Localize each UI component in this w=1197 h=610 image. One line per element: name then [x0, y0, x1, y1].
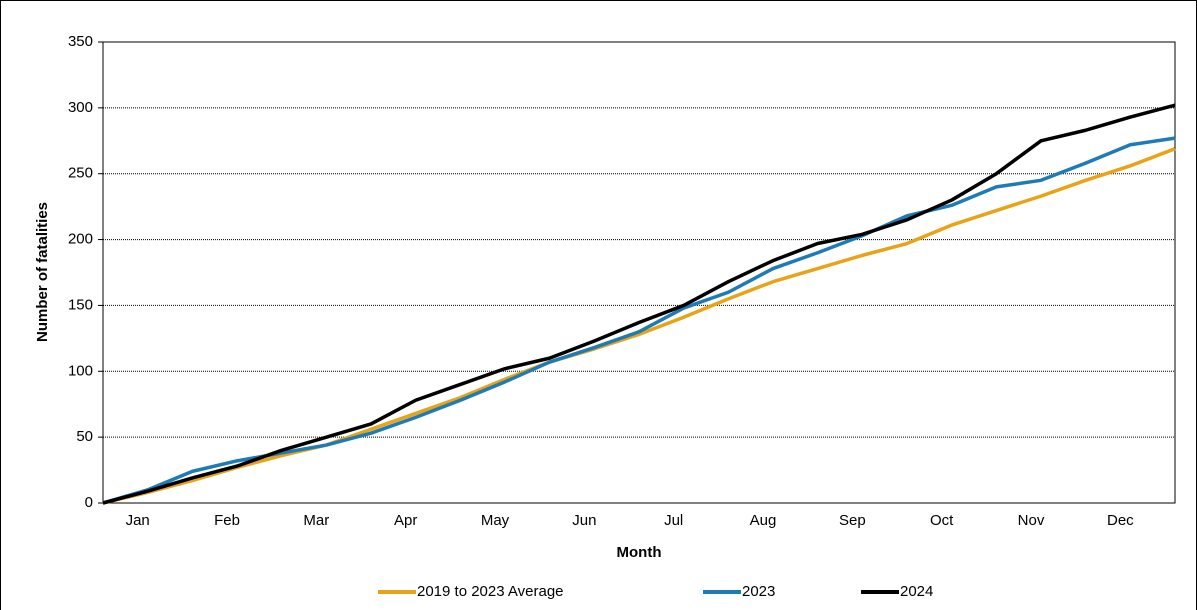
y-tick-label: 0	[85, 494, 93, 511]
x-tick-label: Apr	[394, 512, 417, 529]
x-tick-label: May	[481, 512, 510, 529]
x-tick-label: Dec	[1107, 512, 1134, 529]
x-tick-label: Feb	[214, 512, 240, 529]
line-series	[102, 103, 1176, 505]
x-tick-label: Jan	[126, 512, 150, 529]
x-tick-label: Mar	[303, 512, 329, 529]
x-tick-label: Jul	[664, 512, 683, 529]
plot-area	[102, 41, 1176, 504]
x-tick-label: Jun	[572, 512, 596, 529]
y-tick-label: 150	[68, 296, 93, 313]
x-tick-label: Aug	[750, 512, 777, 529]
legend-label: 2023	[742, 583, 775, 600]
y-tick-label: 200	[68, 231, 93, 248]
line-series	[102, 136, 1176, 505]
y-tick-label: 100	[68, 362, 93, 379]
y-tick-label: 300	[68, 99, 93, 116]
x-axis-title: Month	[617, 544, 662, 561]
x-tick-label: Oct	[930, 512, 954, 529]
x-tick-label: Sep	[839, 512, 866, 529]
y-tick-label: 250	[68, 165, 93, 182]
y-axis-title: Number of fatalities	[34, 202, 51, 342]
x-tick-label: Nov	[1018, 512, 1045, 529]
legend-label: 2024	[900, 583, 933, 600]
y-tick-label: 350	[68, 33, 93, 50]
line-series	[102, 147, 1176, 505]
y-tick-label: 50	[76, 428, 93, 445]
legend-label: 2019 to 2023 Average	[417, 583, 564, 600]
